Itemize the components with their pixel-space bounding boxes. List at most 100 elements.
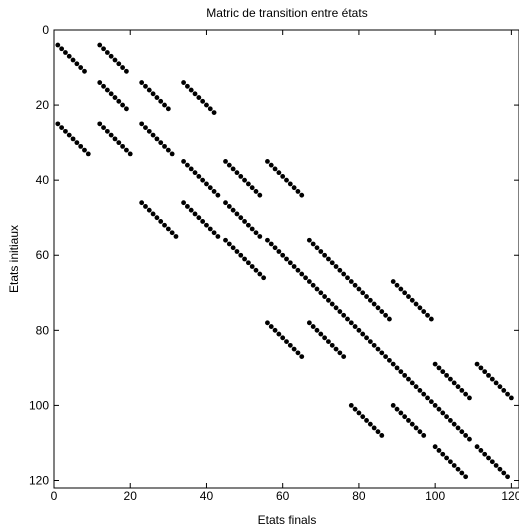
matrix-point bbox=[367, 339, 373, 344]
matrix-point bbox=[287, 260, 293, 266]
matrix-point bbox=[333, 346, 339, 352]
matrix-point bbox=[444, 414, 449, 420]
matrix-point bbox=[329, 301, 335, 307]
matrix-point bbox=[501, 387, 507, 393]
matrix-point bbox=[413, 425, 419, 431]
matrix-point bbox=[352, 324, 358, 329]
matrix-point bbox=[200, 219, 206, 224]
matrix-point bbox=[432, 361, 438, 367]
matrix-point bbox=[478, 448, 484, 453]
matrix-point bbox=[371, 342, 377, 348]
matrix-point bbox=[120, 102, 126, 108]
matrix-point bbox=[55, 121, 61, 127]
matrix-point bbox=[238, 215, 244, 221]
matrix-point bbox=[367, 421, 373, 427]
matrix-point bbox=[337, 309, 343, 314]
matrix-point bbox=[371, 301, 377, 307]
matrix-point bbox=[139, 121, 145, 127]
matrix-point bbox=[310, 241, 316, 247]
matrix-point bbox=[379, 433, 385, 438]
matrix-point bbox=[383, 354, 388, 360]
matrix-point bbox=[295, 267, 301, 273]
matrix-point bbox=[489, 376, 495, 382]
matrix-point bbox=[440, 451, 446, 457]
matrix-point bbox=[440, 369, 446, 375]
matrix-point bbox=[402, 372, 408, 378]
matrix-point bbox=[398, 410, 404, 416]
matrix-point bbox=[291, 346, 297, 352]
matrix-point bbox=[108, 91, 114, 97]
y-axis-label: Etats initiaux bbox=[7, 225, 21, 293]
matrix-point bbox=[108, 132, 114, 138]
matrix-point bbox=[124, 147, 129, 153]
matrix-point bbox=[322, 335, 328, 341]
matrix-point bbox=[204, 181, 209, 187]
matrix-point bbox=[104, 128, 110, 134]
matrix-point bbox=[112, 136, 118, 142]
matrix-point bbox=[482, 451, 488, 457]
matrix-point bbox=[455, 425, 461, 431]
matrix-point bbox=[379, 309, 385, 314]
matrix-point bbox=[474, 361, 480, 367]
matrix-point bbox=[387, 357, 392, 363]
matrix-point bbox=[367, 297, 373, 303]
matrix-point bbox=[375, 346, 381, 352]
matrix-point bbox=[280, 252, 286, 258]
matrix-point bbox=[192, 91, 198, 97]
matrix-point bbox=[295, 189, 301, 194]
matrix-point bbox=[436, 365, 442, 371]
matrix-point bbox=[97, 80, 103, 85]
matrix-point bbox=[406, 294, 411, 299]
matrix-point bbox=[101, 46, 106, 52]
matrix-point bbox=[276, 249, 282, 254]
matrix-point bbox=[245, 260, 251, 266]
matrix-point bbox=[451, 421, 457, 427]
matrix-point bbox=[417, 387, 423, 393]
matrix-point bbox=[356, 327, 362, 333]
matrix-point bbox=[245, 222, 251, 228]
matrix-point bbox=[417, 305, 423, 311]
matrix-point bbox=[314, 286, 320, 292]
matrix-point bbox=[249, 264, 255, 269]
matrix-point bbox=[299, 354, 305, 360]
x-tick-label: 120 bbox=[501, 489, 519, 503]
matrix-point bbox=[447, 418, 453, 423]
matrix-point bbox=[238, 174, 244, 179]
matrix-point bbox=[497, 466, 503, 472]
matrix-point bbox=[306, 320, 312, 326]
matrix-point bbox=[207, 185, 213, 191]
matrix-point bbox=[303, 275, 308, 281]
matrix-point bbox=[364, 418, 369, 423]
matrix-point bbox=[276, 170, 282, 176]
matrix-point bbox=[200, 98, 206, 104]
matrix-point bbox=[112, 57, 118, 63]
matrix-point bbox=[310, 282, 316, 288]
matrix-point bbox=[463, 433, 469, 438]
matrix-point bbox=[116, 61, 122, 67]
matrix-point bbox=[314, 245, 320, 251]
matrix-point bbox=[383, 312, 388, 318]
matrix-point bbox=[181, 80, 186, 85]
matrix-point bbox=[226, 204, 232, 209]
matrix-point bbox=[432, 403, 438, 408]
chart-title: Matric de transition entre états bbox=[206, 6, 367, 20]
matrix-point bbox=[333, 264, 339, 269]
matrix-point bbox=[207, 226, 213, 232]
y-tick-label: 80 bbox=[36, 323, 50, 337]
matrix-point bbox=[139, 200, 145, 206]
matrix-point bbox=[371, 425, 377, 431]
matrix-point bbox=[337, 267, 343, 273]
matrix-point bbox=[467, 395, 472, 401]
matrix-point bbox=[223, 200, 228, 206]
matrix-point bbox=[78, 143, 84, 149]
matrix-point bbox=[204, 102, 209, 108]
matrix-point bbox=[162, 222, 167, 228]
matrix-point bbox=[185, 83, 190, 89]
matrix-point bbox=[284, 256, 289, 262]
matrix-point bbox=[360, 331, 366, 337]
matrix-point bbox=[101, 83, 106, 89]
matrix-point bbox=[413, 301, 419, 307]
matrix-point bbox=[299, 271, 305, 277]
matrix-point bbox=[322, 294, 328, 299]
